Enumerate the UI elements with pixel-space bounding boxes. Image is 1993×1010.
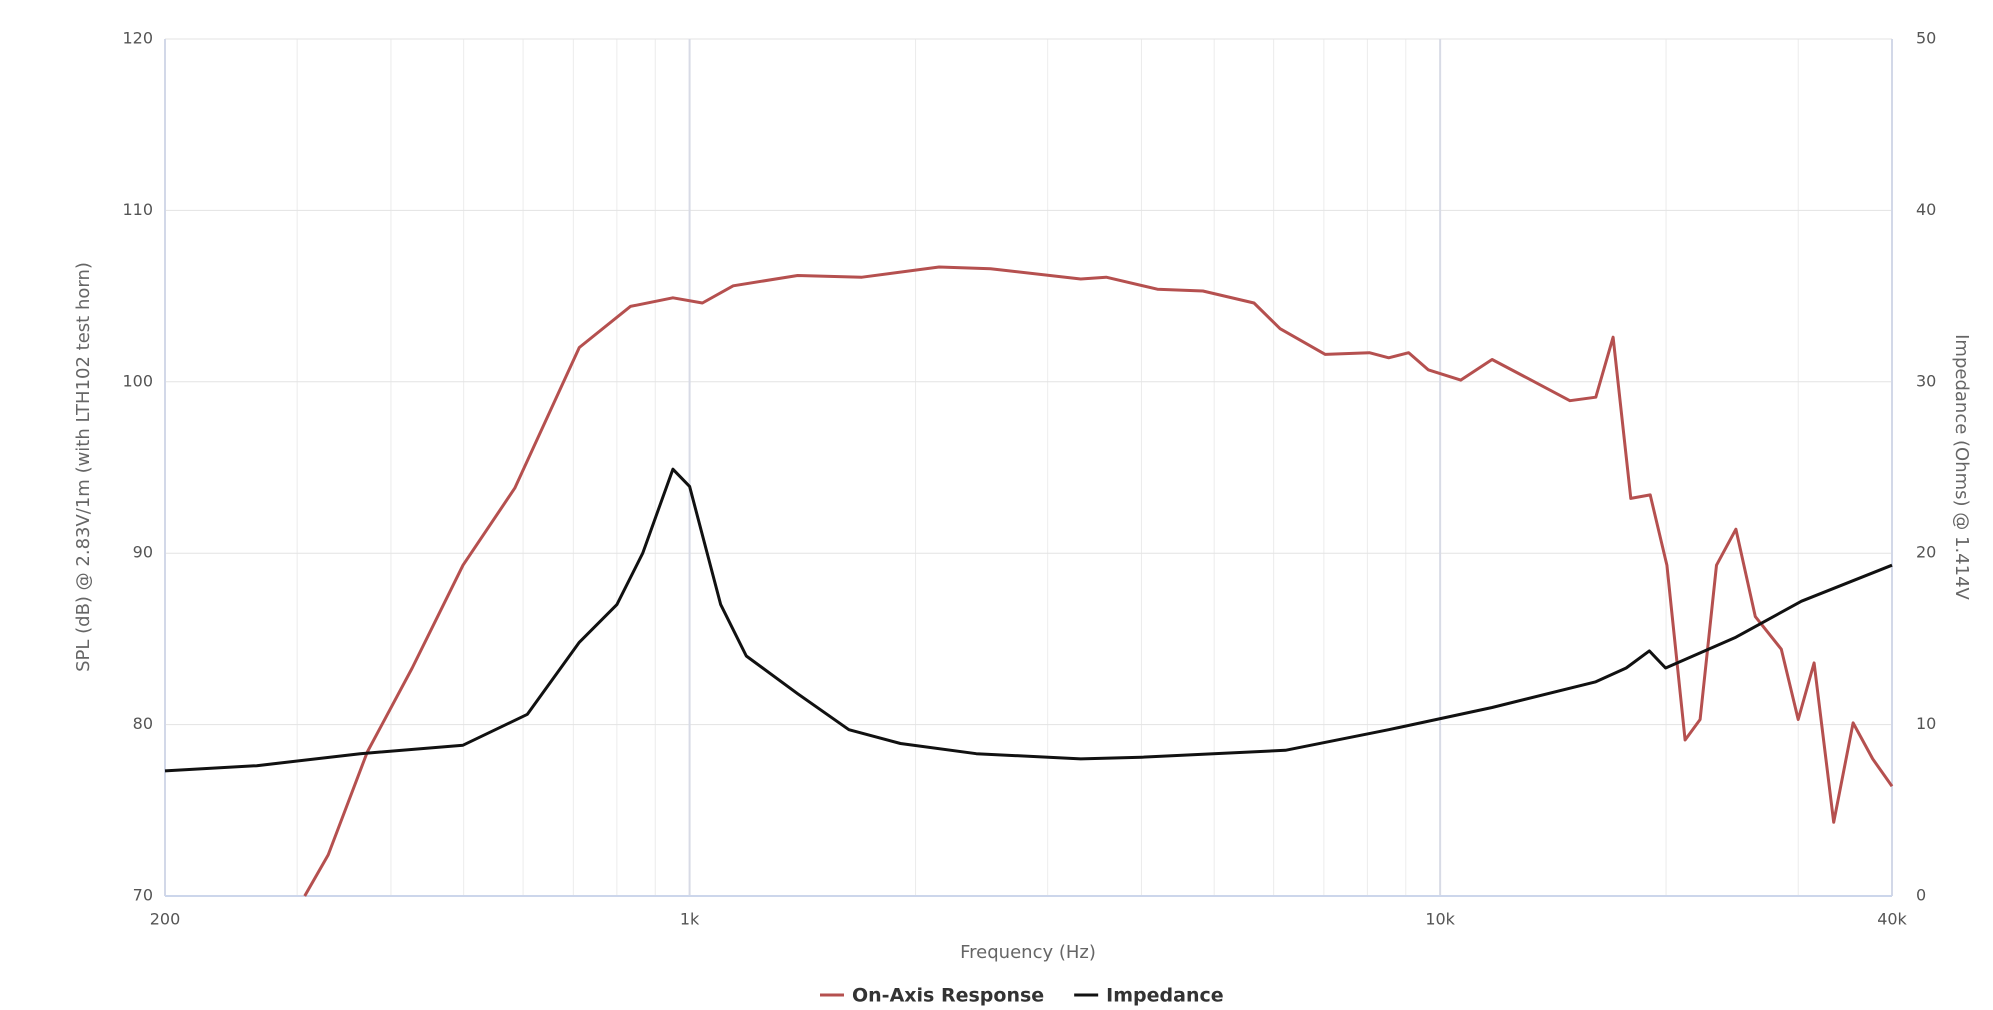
y2-tick-label: 40 <box>1916 200 1936 219</box>
x-tick-label: 40k <box>1877 910 1907 929</box>
y-tick-label: 120 <box>122 29 153 48</box>
y-axis-title: SPL (dB) @ 2.83V/1m (with LTH102 test ho… <box>73 262 94 672</box>
legend-label: On-Axis Response <box>852 985 1044 1007</box>
y2-tick-label: 30 <box>1916 371 1936 390</box>
y-tick-label: 70 <box>133 886 153 905</box>
y2-tick-label: 10 <box>1916 714 1936 733</box>
y-tick-label: 100 <box>122 371 153 390</box>
y-tick-label: 110 <box>122 200 153 219</box>
y-tick-label: 80 <box>133 714 153 733</box>
x-tick-label: 1k <box>680 910 700 929</box>
y2-tick-label: 50 <box>1916 29 1936 48</box>
x-tick-label: 10k <box>1425 910 1455 929</box>
series-line <box>164 467 1893 773</box>
x-axis-title: Frequency (Hz) <box>960 942 1096 963</box>
x-tick-label: 200 <box>150 910 181 929</box>
series-line <box>303 265 1894 897</box>
legend-label: Impedance <box>1106 985 1223 1007</box>
y2-tick-label: 0 <box>1916 886 1926 905</box>
y2-axis-title: Impedance (Ohms) @ 1.414V <box>1951 334 1972 600</box>
y-tick-label: 90 <box>133 543 153 562</box>
y2-tick-label: 20 <box>1916 543 1936 562</box>
